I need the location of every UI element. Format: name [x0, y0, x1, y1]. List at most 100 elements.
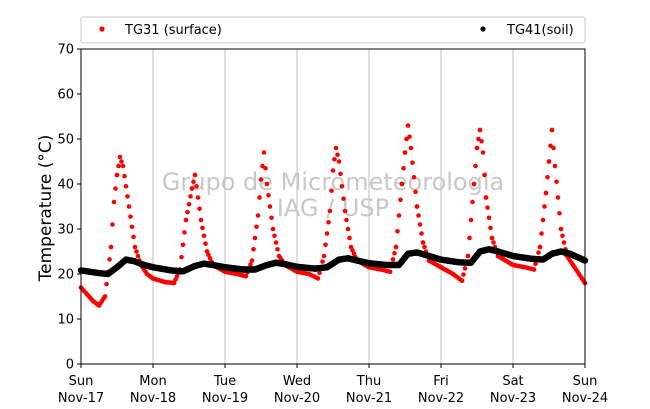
data-point: [557, 210, 562, 216]
data-point: [261, 150, 267, 155]
data-point: [473, 163, 478, 169]
data-point: [179, 254, 184, 260]
data-point: [419, 231, 424, 236]
data-point: [125, 194, 130, 199]
data-point: [186, 201, 192, 207]
y-tick-label: 0: [66, 358, 74, 373]
x-tick-label-day: Tue: [213, 374, 236, 389]
data-point: [315, 276, 321, 281]
data-point: [188, 194, 193, 199]
data-point: [258, 177, 264, 182]
legend: TG31 (surface) TG41(soil): [80, 16, 586, 44]
data-point: [393, 244, 399, 250]
data-point: [402, 150, 408, 155]
data-point: [116, 163, 121, 169]
data-point: [558, 226, 564, 232]
data-point: [327, 208, 333, 214]
data-point: [531, 267, 537, 272]
data-point: [417, 222, 423, 227]
data-point: [489, 235, 495, 241]
data-point: [248, 262, 253, 267]
data-point: [413, 189, 418, 195]
data-point: [483, 195, 489, 200]
data-point: [561, 240, 567, 245]
data-point: [414, 204, 420, 209]
data-point: [332, 156, 337, 162]
data-point: [401, 165, 406, 171]
data-point: [275, 246, 280, 252]
data-point: [411, 174, 417, 180]
data-point: [185, 209, 190, 215]
data-point: [102, 294, 108, 299]
data-point: [471, 181, 477, 187]
x-tick-label-date: Nov-23: [490, 391, 536, 406]
data-point: [479, 138, 484, 144]
data-point: [555, 195, 561, 200]
x-tick-label-date: Nov-21: [346, 391, 392, 406]
data-point: [122, 173, 127, 179]
data-point: [191, 179, 196, 185]
data-point: [405, 123, 411, 128]
data-point: [345, 226, 351, 232]
y-axis-label: Temperature (°C): [36, 135, 56, 283]
data-point: [321, 253, 327, 259]
data-point: [192, 172, 198, 178]
data-point: [399, 181, 405, 187]
data-point: [474, 145, 480, 151]
data-point: [197, 206, 202, 212]
data-point: [317, 270, 322, 276]
data-point: [326, 219, 331, 225]
y-tick-label: 40: [57, 178, 74, 193]
data-point: [339, 183, 345, 189]
data-point: [255, 213, 261, 218]
data-point: [398, 197, 403, 203]
x-tick-label-date: Nov-20: [274, 391, 320, 406]
data-point: [482, 172, 487, 178]
data-point: [407, 134, 412, 140]
data-point: [461, 272, 466, 277]
data-point: [273, 240, 279, 245]
data-point: [180, 242, 186, 248]
data-point: [536, 250, 541, 255]
data-point: [132, 244, 138, 250]
data-point: [117, 154, 123, 160]
plot-frame: [80, 48, 586, 365]
data-point: [542, 204, 547, 209]
data-point: [336, 159, 342, 164]
x-tick-label-day: Sun: [69, 374, 94, 389]
x-tick-label-day: Thu: [356, 374, 381, 389]
data-point: [189, 186, 195, 191]
data-point: [468, 217, 474, 223]
data-point: [552, 163, 558, 169]
data-point: [477, 127, 483, 133]
x-tick-label-day: Wed: [283, 374, 311, 389]
data-point: [267, 204, 273, 209]
data-point: [126, 204, 132, 209]
data-point: [467, 235, 472, 241]
data-point: [113, 186, 118, 191]
data-point: [540, 217, 546, 223]
data-point: [459, 278, 465, 284]
data-point: [201, 233, 207, 239]
data-point: [243, 273, 249, 279]
data-point: [485, 205, 490, 210]
x-tick-label-day: Sun: [573, 374, 598, 389]
data-point: [108, 244, 114, 250]
data-point: [249, 258, 255, 263]
data-point: [107, 257, 112, 262]
legend-box: [80, 16, 586, 44]
data-point: [390, 257, 396, 262]
data-point: [422, 244, 427, 250]
series-soil: [77, 246, 589, 278]
data-point: [551, 145, 556, 151]
legend-marker-soil: [480, 26, 486, 32]
data-point: [488, 225, 493, 231]
data-point: [344, 217, 349, 223]
data-point: [537, 244, 543, 250]
data-point: [338, 171, 343, 177]
data-point: [270, 226, 276, 232]
x-tick-label-date: Nov-19: [202, 391, 248, 406]
data-point: [104, 281, 109, 287]
data-point: [263, 165, 268, 171]
